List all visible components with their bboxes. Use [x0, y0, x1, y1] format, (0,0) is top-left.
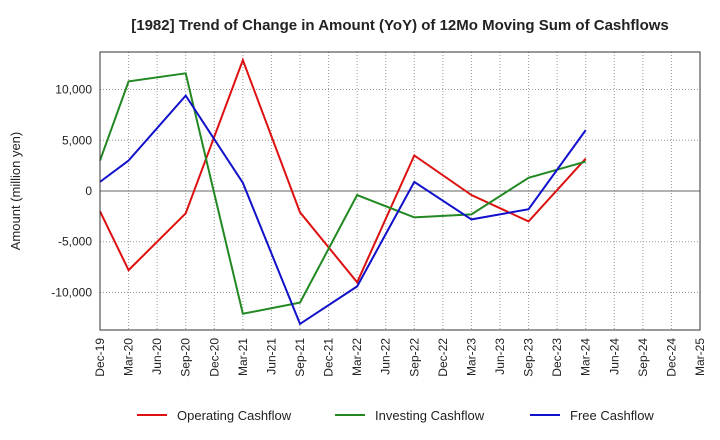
x-tick-label: Sep-22 [407, 338, 421, 377]
y-tick-labels: -10,000 -5,000 0 5,000 10,000 [51, 83, 92, 300]
series-layer [99, 57, 587, 326]
y-axis-label: Amount (million yen) [8, 132, 23, 251]
legend: Operating Cashflow Investing Cashflow Free… [137, 408, 654, 423]
x-tick-label: Mar-20 [122, 338, 136, 376]
legend-label: Operating Cashflow [177, 408, 292, 423]
x-tick-label: Sep-23 [522, 338, 536, 377]
x-tick-label: Dec-21 [322, 338, 336, 377]
x-tick-label: Sep-20 [179, 338, 193, 377]
x-tick-label: Mar-21 [236, 338, 250, 376]
x-tick-label: Jun-22 [379, 338, 393, 375]
x-tick-label: Dec-23 [550, 338, 564, 377]
y-tick-label: 10,000 [55, 83, 92, 97]
x-tick-label: Dec-20 [207, 338, 221, 377]
legend-label: Investing Cashflow [375, 408, 485, 423]
x-tick-label: Mar-23 [464, 338, 478, 376]
series-line-operating-cashflow [99, 57, 587, 285]
x-tick-labels: Dec-19 Mar-20 Jun-20 Sep-20 Dec-20 Mar-21 Jun-… [93, 338, 707, 377]
x-tick-label: Mar-24 [579, 338, 593, 376]
x-tick-label: Jun-23 [493, 338, 507, 375]
y-tick-label: -5,000 [58, 235, 92, 249]
y-tick-label: 5,000 [62, 133, 92, 147]
x-tick-label: Mar-25 [693, 338, 707, 376]
y-tick-label: -10,000 [51, 285, 92, 299]
series-line-investing-cashflow [99, 72, 586, 315]
x-tick-label: Jun-20 [150, 338, 164, 375]
x-tick-label: Mar-22 [350, 338, 364, 376]
y-tick-label: 0 [85, 184, 92, 198]
x-tick-label: Dec-24 [664, 338, 678, 377]
x-tick-label: Sep-21 [293, 338, 307, 377]
series-line-free-cashflow [99, 93, 587, 326]
plot-frame [99, 51, 701, 331]
x-tick-label: Jun-24 [607, 338, 621, 375]
x-tick-label: Dec-22 [436, 338, 450, 377]
legend-label: Free Cashflow [570, 408, 654, 423]
chart-title: [1982] Trend of Change in Amount (YoY) o… [131, 17, 669, 34]
x-tick-label: Jun-21 [264, 338, 278, 375]
x-tick-label: Dec-19 [93, 338, 107, 377]
x-tick-label: Sep-24 [636, 338, 650, 377]
